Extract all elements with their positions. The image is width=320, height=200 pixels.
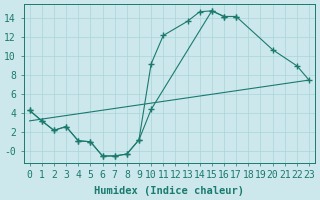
X-axis label: Humidex (Indice chaleur): Humidex (Indice chaleur) [94,186,244,196]
